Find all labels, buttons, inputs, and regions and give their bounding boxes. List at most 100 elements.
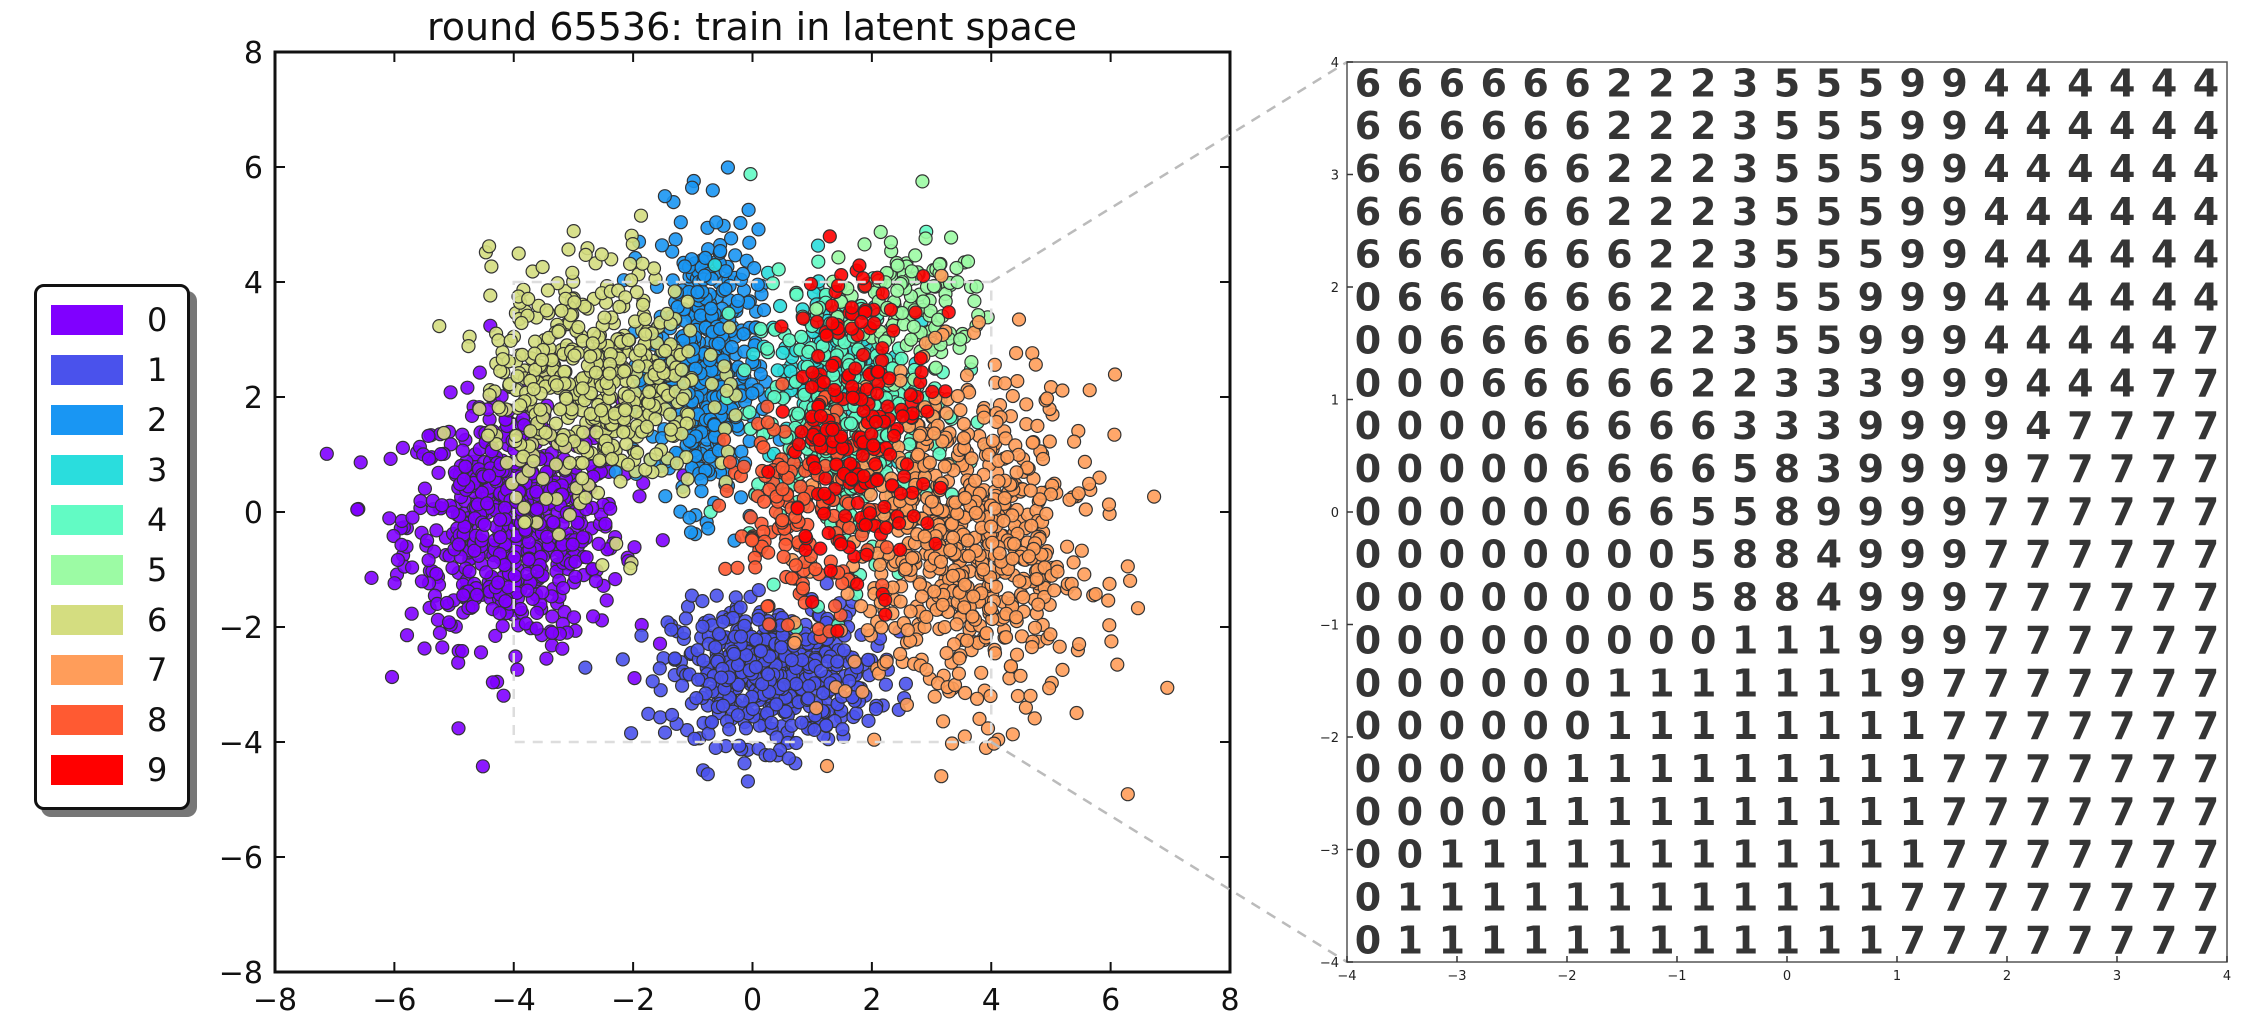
- scatter-point: [1028, 357, 1043, 372]
- decoded-digit: 5: [1732, 490, 1758, 534]
- scatter-point: [855, 347, 871, 363]
- scatter-point: [1042, 434, 1057, 449]
- scatter-point: [1011, 312, 1027, 327]
- scatter-point: [479, 565, 494, 580]
- decoded-digit: 9: [1941, 318, 1967, 362]
- decoded-digit: 4: [1983, 276, 2009, 320]
- scatter-point: [652, 358, 667, 373]
- scatter-point: [825, 422, 840, 437]
- y-tick-label: 8: [244, 36, 263, 71]
- scatter-point: [775, 513, 790, 528]
- decoded-digit: 1: [1816, 918, 1842, 962]
- decoded-digit: 4: [2109, 276, 2135, 320]
- scatter-point: [653, 683, 668, 698]
- scatter-point: [950, 389, 965, 404]
- scatter-point: [1013, 668, 1028, 683]
- scatter-point: [915, 174, 930, 189]
- decoded-digit: 7: [2109, 790, 2135, 834]
- decoded-digit: 7: [2109, 490, 2135, 534]
- decoded-digit: 7: [1941, 790, 1967, 834]
- scatter-point: [421, 451, 436, 466]
- scatter-point: [875, 341, 890, 356]
- decoded-digit: 2: [1690, 104, 1716, 148]
- scatter-point: [455, 427, 470, 442]
- scatter-point: [756, 494, 772, 509]
- scatter-point: [1023, 483, 1038, 498]
- decoded-digit: 6: [1480, 190, 1506, 234]
- decoded-digit: 1: [1858, 876, 1884, 920]
- scatter-point: [843, 416, 859, 431]
- scatter-point: [664, 622, 679, 637]
- legend-swatch: [51, 705, 123, 735]
- scatter-point: [475, 759, 490, 774]
- decoded-digit: 7: [2067, 576, 2093, 620]
- decoded-digit: 1: [1564, 876, 1590, 920]
- decoded-digit: 4: [1983, 61, 2009, 105]
- decoded-digit: 6: [1355, 190, 1381, 234]
- scatter-point: [659, 306, 675, 321]
- scatter-point: [775, 345, 790, 360]
- scatter-point: [952, 651, 967, 666]
- y-tick-label: 6: [244, 151, 263, 186]
- decoded-digit: 9: [1899, 233, 1925, 277]
- decoded-digit: 6: [1522, 233, 1548, 277]
- scatter-point: [916, 269, 931, 284]
- decoded-digit: 1: [1648, 747, 1674, 791]
- decoded-digit: 1: [1858, 790, 1884, 834]
- scatter-point: [635, 297, 651, 312]
- decoded-digit: 7: [2025, 661, 2051, 705]
- decoded-digit: 6: [1564, 404, 1590, 448]
- scatter-point: [997, 491, 1012, 506]
- decoded-digit: 0: [1355, 447, 1381, 491]
- scatter-point: [404, 606, 419, 621]
- decoded-digit: 0: [1439, 790, 1465, 834]
- decoded-digit: 2: [1606, 104, 1632, 148]
- scatter-point: [627, 540, 642, 555]
- scatter-point: [1000, 450, 1015, 465]
- scatter-point: [790, 501, 805, 516]
- decoded-digit: 4: [1983, 233, 2009, 277]
- decoded-digit: 1: [1648, 833, 1674, 877]
- scatter-point: [1030, 418, 1045, 433]
- decoded-digit: 8: [1732, 533, 1758, 577]
- scatter-point: [831, 250, 846, 265]
- scatter-point: [803, 276, 819, 292]
- scatter-point: [1101, 497, 1117, 512]
- decoded-digit: 7: [2109, 618, 2135, 662]
- legend-label: 8: [147, 701, 168, 739]
- scatter-point: [819, 328, 834, 343]
- scatter-point: [429, 523, 444, 538]
- scatter-point: [533, 402, 548, 417]
- decoded-digit: 1: [1606, 747, 1632, 791]
- scatter-point: [898, 676, 914, 691]
- scatter-point: [939, 645, 954, 661]
- scatter-point: [1130, 601, 1146, 616]
- scatter-point: [760, 599, 775, 614]
- scatter-point: [1018, 700, 1034, 715]
- decoded-digit: 0: [1355, 704, 1381, 748]
- scatter-point: [382, 511, 397, 526]
- scatter-point: [567, 348, 582, 363]
- scatter-point: [483, 288, 498, 303]
- decoded-digit: 1: [1522, 918, 1548, 962]
- scatter-point: [870, 364, 886, 379]
- scatter-point: [899, 697, 915, 712]
- scatter-point: [760, 415, 775, 430]
- decoded-digit: 5: [1858, 61, 1884, 105]
- scatter-point: [551, 527, 567, 542]
- decoded-digit: 9: [1983, 447, 2009, 491]
- decoded-digit: 0: [1522, 661, 1548, 705]
- scatter-point: [680, 294, 695, 309]
- decoded-digit: 6: [1397, 104, 1423, 148]
- decoded-digit: 4: [2109, 104, 2135, 148]
- decoded-digit: 1: [1858, 747, 1884, 791]
- scatter-point: [745, 701, 761, 717]
- decoded-digit: 7: [2193, 490, 2219, 534]
- scatter-point: [760, 341, 775, 356]
- decoded-digit: 1: [1690, 661, 1716, 705]
- scatter-point: [753, 643, 768, 659]
- legend-label: 7: [147, 651, 168, 689]
- scatter-point: [823, 563, 838, 578]
- y-tick-label: −8: [219, 956, 263, 991]
- decoded-digit: 2: [1648, 147, 1674, 191]
